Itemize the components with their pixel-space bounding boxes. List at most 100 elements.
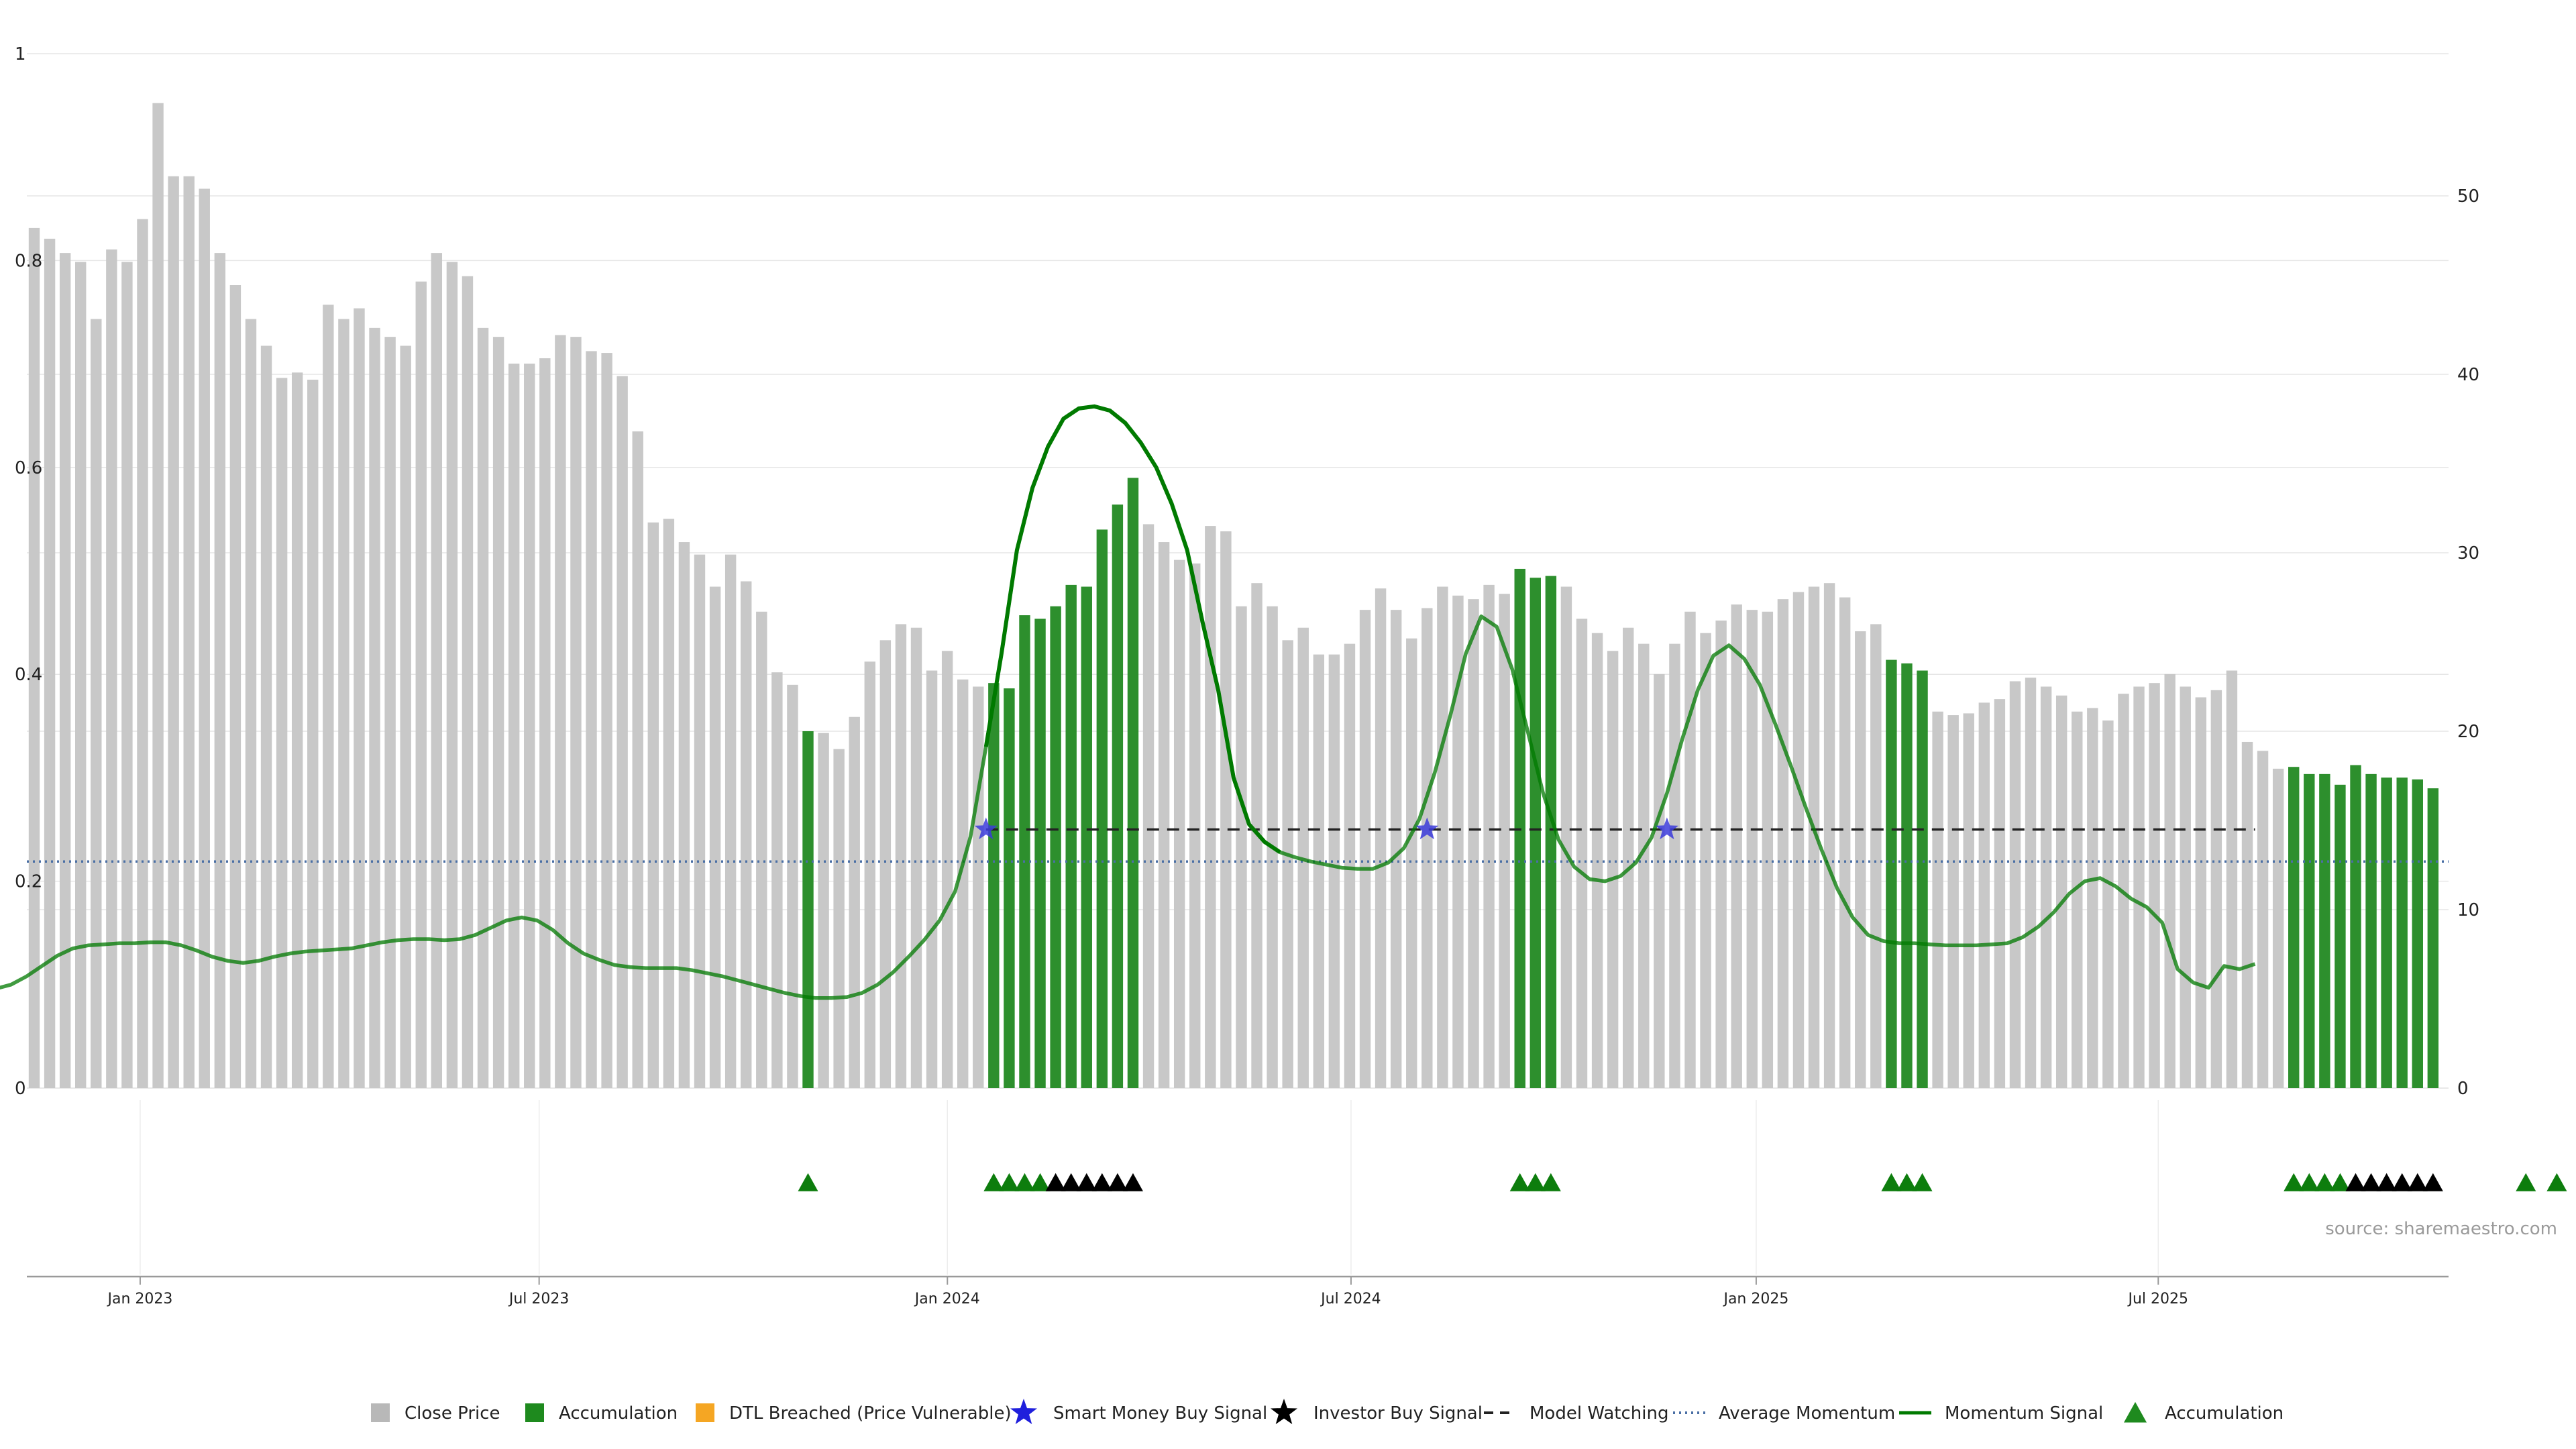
close-price-bar xyxy=(2195,697,2206,1088)
close-price-bar xyxy=(601,353,612,1088)
close-price-bar xyxy=(1731,604,1742,1088)
accumulation-triangle xyxy=(2330,1173,2351,1191)
legend-item[interactable]: Accumulation xyxy=(2124,1401,2284,1424)
legend-star-icon xyxy=(1271,1399,1297,1424)
close-price-bar xyxy=(2210,690,2222,1088)
close-price-bar xyxy=(2149,683,2160,1088)
right-axis-tick: 0 xyxy=(2457,1079,2469,1099)
close-price-bar xyxy=(647,522,659,1088)
close-price-bar xyxy=(431,253,443,1088)
close-price-bar xyxy=(1359,610,1371,1088)
close-price-bar xyxy=(787,684,798,1088)
close-price-bar xyxy=(2272,768,2284,1088)
x-axis-date-label: Jan 2024 xyxy=(914,1291,980,1307)
legend-item[interactable]: DTL Breached (Price Vulnerable) xyxy=(696,1403,1012,1424)
close-price-bar xyxy=(1390,610,1402,1088)
close-price-bar xyxy=(632,431,643,1088)
lines-layer xyxy=(0,404,2449,1000)
legend-item[interactable]: Investor Buy Signal xyxy=(1271,1399,1483,1424)
close-price-bar xyxy=(555,335,566,1089)
accumulation-bar xyxy=(2396,777,2408,1088)
accumulation-bar xyxy=(1081,586,1092,1088)
close-price-bar xyxy=(586,351,597,1089)
legend-item[interactable]: Momentum Signal xyxy=(1899,1403,2103,1424)
close-price-bar xyxy=(1328,654,1340,1088)
close-price-bar xyxy=(369,327,380,1089)
right-axis-tick: 10 xyxy=(2457,900,2479,920)
investor-triangle xyxy=(1091,1173,1112,1191)
close-price-bar xyxy=(44,238,56,1089)
legend-item[interactable]: Accumulation xyxy=(525,1403,678,1424)
accumulation-triangle xyxy=(1014,1173,1035,1191)
close-price-bar xyxy=(1808,586,1820,1088)
close-price-bar xyxy=(1344,643,1356,1088)
investor-triangle xyxy=(2407,1173,2428,1191)
accumulation-bar xyxy=(802,731,814,1088)
left-axis-tick: 0.6 xyxy=(15,458,42,478)
left-axis-tick: 1 xyxy=(15,44,26,64)
close-price-bar xyxy=(1437,586,1448,1088)
momentum-signal-active-line xyxy=(983,404,1281,854)
accumulation-bar xyxy=(2334,784,2346,1088)
close-price-bar xyxy=(1947,715,1959,1088)
accumulation-bar xyxy=(1004,688,1015,1088)
close-price-bar xyxy=(2133,686,2145,1088)
close-price-bar xyxy=(1173,559,1185,1088)
left-axis-tick: 0.2 xyxy=(15,872,42,892)
close-price-bar xyxy=(307,379,319,1088)
legend-item[interactable]: Model Watching xyxy=(1484,1403,1668,1424)
x-axis-date-label: Jul 2023 xyxy=(508,1291,570,1307)
close-price-bar xyxy=(756,611,767,1088)
accumulation-bar xyxy=(1545,576,1557,1088)
close-price-bar xyxy=(1499,594,1510,1088)
accumulation-bar xyxy=(2350,765,2361,1088)
close-price-bar xyxy=(1576,619,1588,1088)
legend-square-icon xyxy=(696,1403,714,1422)
accumulation-bar xyxy=(2288,767,2300,1088)
legend-star-icon xyxy=(1010,1399,1037,1424)
investor-triangle xyxy=(2422,1173,2443,1191)
close-price-bar xyxy=(1158,542,1170,1088)
close-price-bar xyxy=(941,651,953,1088)
close-price-bar xyxy=(1746,610,1758,1088)
smart-money-star xyxy=(1655,817,1678,840)
investor-triangle xyxy=(2345,1173,2366,1191)
x-axis-date-label: Jan 2025 xyxy=(1722,1291,1788,1307)
accumulation-bar xyxy=(2365,773,2377,1088)
accumulation-triangle xyxy=(983,1173,1004,1191)
close-price-bar xyxy=(91,319,102,1088)
accumulation-triangle xyxy=(2314,1173,2335,1191)
legend-item[interactable]: Smart Money Buy Signal xyxy=(1010,1399,1267,1424)
legend-triangle-icon xyxy=(2124,1401,2147,1423)
legend-label: Accumulation xyxy=(559,1403,678,1424)
close-price-bar xyxy=(214,253,226,1088)
investor-triangle xyxy=(1045,1173,1066,1191)
legend-square-icon xyxy=(525,1403,544,1422)
close-price-bar xyxy=(75,262,87,1088)
legend-label: Average Momentum xyxy=(1719,1403,1895,1424)
close-price-bar xyxy=(477,327,489,1089)
accumulation-bar xyxy=(1917,670,1928,1088)
close-price-bar xyxy=(1978,702,1990,1088)
accumulation-triangle xyxy=(2516,1173,2536,1191)
accumulation-bar xyxy=(1034,619,1046,1088)
close-price-bar xyxy=(2025,678,2037,1088)
accumulation-bar xyxy=(1050,606,1061,1088)
close-price-bar xyxy=(2102,720,2114,1088)
close-price-bar xyxy=(1762,611,1774,1088)
legend-item[interactable]: Close Price xyxy=(371,1403,500,1424)
x-axis-date-label: Jul 2025 xyxy=(2127,1291,2188,1307)
close-price-bar xyxy=(2072,711,2083,1088)
close-price-bar xyxy=(2164,674,2176,1088)
close-price-bar xyxy=(199,189,210,1088)
close-price-bar xyxy=(539,358,551,1088)
close-price-bar xyxy=(462,276,474,1089)
close-price-bar xyxy=(895,624,907,1088)
close-price-bar xyxy=(1406,638,1417,1088)
close-price-bar xyxy=(709,586,721,1088)
close-price-bar xyxy=(1963,713,1974,1088)
legend-item[interactable]: Average Momentum xyxy=(1673,1403,1895,1424)
close-price-bar xyxy=(400,345,411,1089)
